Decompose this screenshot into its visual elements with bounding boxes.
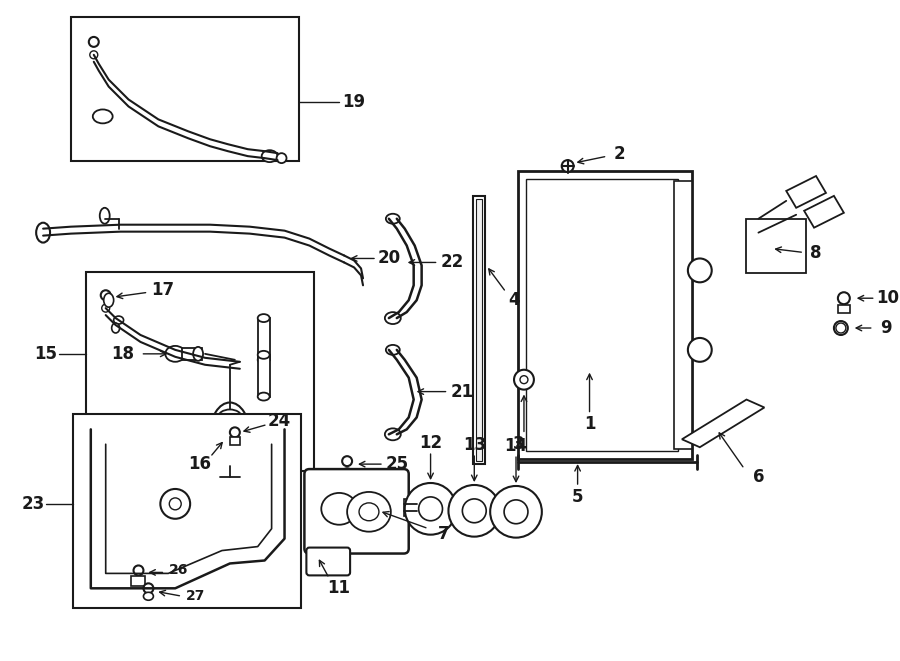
Circle shape [838, 292, 850, 304]
Bar [130, 576, 146, 586]
Bar [476, 199, 482, 461]
Ellipse shape [257, 393, 270, 401]
Bar [526, 179, 678, 451]
Circle shape [90, 51, 98, 59]
Ellipse shape [347, 492, 391, 531]
Circle shape [520, 375, 528, 383]
Text: 15: 15 [34, 345, 58, 363]
Ellipse shape [385, 312, 400, 324]
Circle shape [276, 153, 286, 163]
Circle shape [102, 304, 110, 312]
Circle shape [463, 499, 486, 523]
Ellipse shape [321, 493, 357, 525]
Text: 23: 23 [22, 495, 45, 513]
Text: 9: 9 [880, 319, 891, 337]
Ellipse shape [359, 503, 379, 521]
Polygon shape [804, 196, 844, 227]
Text: 24: 24 [268, 412, 292, 430]
Circle shape [834, 321, 848, 335]
Ellipse shape [836, 323, 846, 333]
Text: 12: 12 [419, 434, 442, 452]
Bar [257, 318, 270, 360]
Text: 17: 17 [151, 282, 174, 299]
Ellipse shape [385, 428, 400, 440]
Bar [73, 414, 302, 608]
Bar [404, 499, 419, 516]
Ellipse shape [386, 214, 400, 223]
Text: 16: 16 [189, 455, 212, 473]
Bar [518, 171, 692, 459]
Circle shape [143, 584, 153, 594]
Ellipse shape [386, 345, 400, 355]
Circle shape [169, 498, 181, 510]
Circle shape [491, 486, 542, 537]
Text: 2: 2 [614, 145, 626, 163]
Bar [257, 355, 270, 397]
Text: 7: 7 [437, 525, 449, 543]
FancyBboxPatch shape [306, 547, 350, 575]
Ellipse shape [36, 223, 50, 243]
Ellipse shape [166, 346, 185, 362]
Text: 26: 26 [168, 563, 188, 578]
Bar [746, 219, 806, 274]
Text: 19: 19 [343, 93, 365, 110]
Circle shape [160, 489, 190, 519]
Circle shape [418, 497, 443, 521]
Bar [182, 348, 202, 360]
Ellipse shape [194, 347, 203, 361]
Circle shape [405, 483, 456, 535]
Ellipse shape [113, 316, 123, 324]
Circle shape [688, 258, 712, 282]
Circle shape [514, 369, 534, 389]
Ellipse shape [262, 150, 277, 162]
Text: 1: 1 [584, 415, 595, 434]
Circle shape [448, 485, 500, 537]
Text: 14: 14 [504, 437, 527, 455]
Bar [71, 17, 300, 161]
Bar [674, 181, 692, 449]
Circle shape [688, 338, 712, 362]
Polygon shape [787, 176, 826, 208]
Text: 4: 4 [508, 292, 520, 309]
Ellipse shape [93, 110, 112, 124]
Ellipse shape [143, 592, 153, 600]
Ellipse shape [343, 468, 351, 474]
Ellipse shape [210, 403, 250, 466]
Text: 10: 10 [876, 290, 899, 307]
Ellipse shape [257, 351, 270, 359]
Text: 11: 11 [328, 579, 351, 598]
Circle shape [230, 428, 239, 438]
Circle shape [89, 37, 99, 47]
Text: 3: 3 [513, 435, 525, 453]
Bar [473, 196, 485, 464]
Bar [838, 305, 850, 313]
Circle shape [504, 500, 528, 524]
Text: 25: 25 [385, 455, 409, 473]
Text: 20: 20 [377, 249, 400, 268]
Text: 21: 21 [451, 383, 474, 401]
Text: 27: 27 [185, 589, 205, 603]
Ellipse shape [257, 356, 270, 364]
Text: 22: 22 [441, 253, 464, 272]
Ellipse shape [257, 314, 270, 322]
Bar [86, 272, 314, 471]
Text: 5: 5 [572, 488, 583, 506]
Text: 6: 6 [752, 468, 764, 486]
FancyBboxPatch shape [304, 469, 409, 553]
Polygon shape [682, 399, 764, 447]
Circle shape [342, 456, 352, 466]
Circle shape [101, 290, 111, 300]
Text: 18: 18 [111, 345, 134, 363]
Ellipse shape [100, 208, 110, 223]
Text: 8: 8 [810, 243, 822, 262]
Ellipse shape [218, 409, 242, 426]
Circle shape [562, 160, 573, 172]
Circle shape [133, 565, 143, 575]
Ellipse shape [112, 323, 120, 333]
Bar [230, 438, 239, 446]
Ellipse shape [104, 293, 113, 307]
Text: 13: 13 [463, 436, 486, 454]
